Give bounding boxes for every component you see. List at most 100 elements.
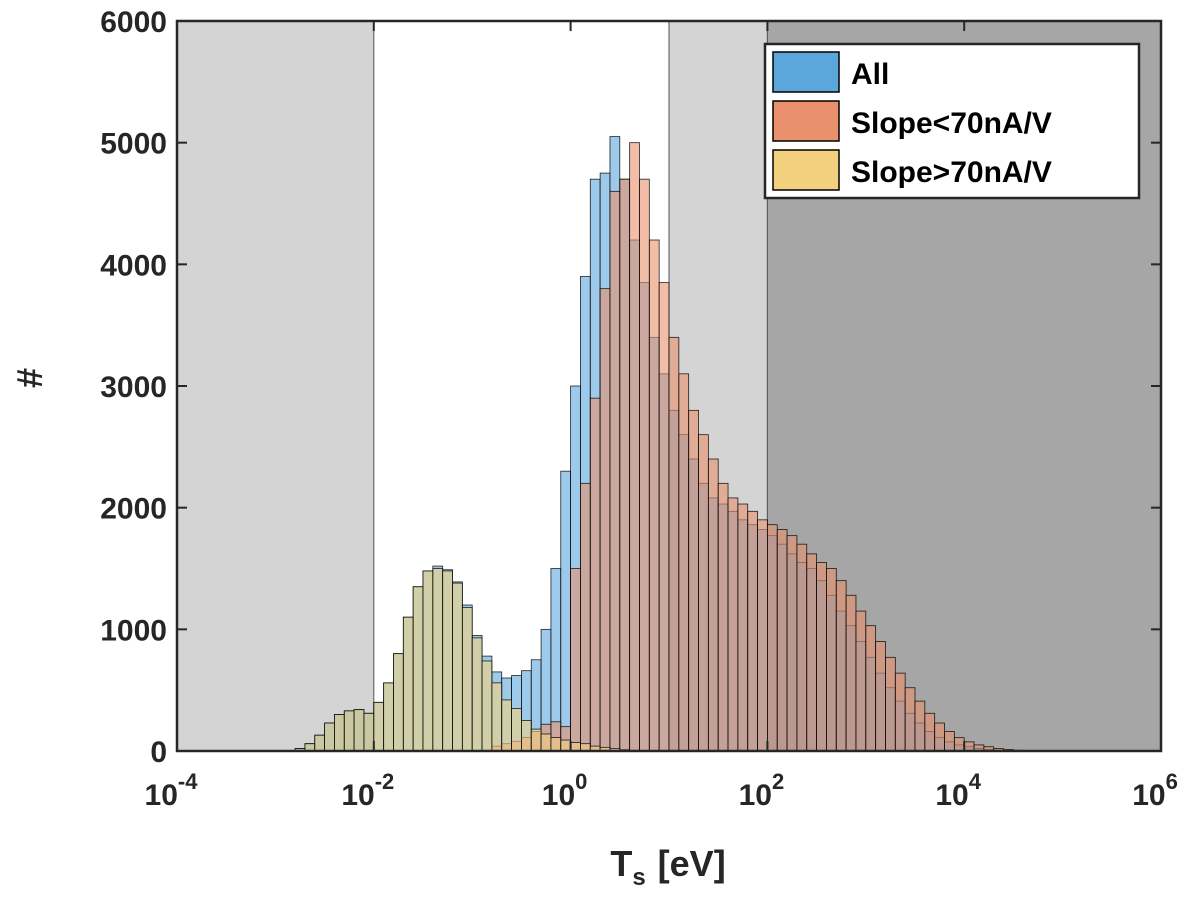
bar-slope-high-11 bbox=[402, 616, 414, 752]
x-tick-label-4: 104 bbox=[935, 769, 981, 812]
x-tick-label-2: 100 bbox=[542, 769, 588, 812]
bar-slope-high-22 bbox=[511, 708, 522, 752]
legend-swatch-slope-high bbox=[772, 149, 840, 191]
bar-slope-high-26 bbox=[550, 737, 562, 752]
bar-slope-high-9 bbox=[383, 682, 394, 752]
legend-swatch-slope-low bbox=[772, 100, 840, 142]
legend-label-all: All bbox=[851, 58, 889, 91]
bar-slope-high-23 bbox=[521, 720, 532, 752]
bar-all-27 bbox=[560, 470, 572, 752]
bar-slope-low-14 bbox=[629, 142, 640, 752]
axes bbox=[175, 19, 1163, 753]
y-axis-label: # bbox=[9, 368, 50, 388]
x-tick-exponent-2: 0 bbox=[575, 769, 587, 794]
bar-slope-high-5 bbox=[343, 710, 355, 752]
bar-slope-low-43 bbox=[914, 700, 926, 752]
bar-slope-high-7 bbox=[363, 712, 375, 752]
bar-slope-high-24 bbox=[530, 728, 542, 752]
bar-slope-high-20 bbox=[491, 682, 503, 752]
bar-slope-high-19 bbox=[481, 660, 493, 752]
bar-slope-high-17 bbox=[461, 607, 473, 752]
bar-slope-high-4 bbox=[334, 714, 345, 752]
bar-slope-low-26 bbox=[747, 510, 758, 752]
y-tick-label-3: 3000 bbox=[100, 371, 167, 404]
bar-slope-high-15 bbox=[442, 570, 453, 752]
bar-slope-low-45 bbox=[934, 722, 945, 752]
bar-slope-high-12 bbox=[412, 586, 424, 752]
legend-label-slope-low: Slope<70nA/V bbox=[851, 107, 1052, 140]
bar-slope-low-12 bbox=[609, 190, 621, 752]
x-tick-exponent-1: -2 bbox=[375, 769, 395, 794]
bar-slope-low-16 bbox=[648, 239, 660, 752]
bar-slope-low-42 bbox=[904, 687, 916, 752]
bar-slope-low-33 bbox=[816, 562, 827, 752]
bar-slope-low-44 bbox=[924, 712, 936, 752]
bar-slope-low-39 bbox=[875, 641, 886, 752]
legend-swatch-all bbox=[772, 51, 840, 93]
bar-slope-low-32 bbox=[806, 553, 818, 752]
x-tick-base-2: 10 bbox=[542, 779, 575, 812]
bar-slope-low-40 bbox=[885, 656, 896, 752]
bar-slope-low-8 bbox=[570, 568, 581, 752]
y-tick-label-0: 0 bbox=[150, 736, 167, 769]
bar-slope-low-25 bbox=[737, 503, 749, 752]
bar-slope-low-30 bbox=[786, 535, 798, 752]
x-axis-label-unit: [eV] bbox=[658, 843, 726, 884]
bar-slope-low-36 bbox=[845, 594, 857, 752]
bar-slope-low-9 bbox=[580, 482, 591, 752]
bar-slope-high-3 bbox=[324, 722, 335, 752]
bar-slope-high-21 bbox=[501, 699, 512, 752]
x-axis-label-main: T bbox=[610, 843, 632, 884]
x-tick-exponent-5: 6 bbox=[1166, 769, 1178, 794]
bar-slope-low-27 bbox=[757, 519, 768, 752]
bar-slope-low-17 bbox=[658, 282, 670, 752]
bar-slope-low-38 bbox=[865, 625, 877, 752]
bar-slope-low-34 bbox=[826, 568, 837, 752]
bar-slope-low-35 bbox=[835, 580, 847, 752]
bar-slope-high-10 bbox=[393, 653, 404, 752]
x-tick-label-5: 106 bbox=[1132, 769, 1178, 812]
bar-slope-low-28 bbox=[767, 524, 778, 752]
bar-slope-low-29 bbox=[776, 529, 788, 752]
bar-slope-high-18 bbox=[471, 637, 483, 752]
x-tick-base-3: 10 bbox=[739, 779, 772, 812]
x-tick-exponent-3: 2 bbox=[772, 769, 784, 794]
x-axis-label-subscript: s bbox=[632, 864, 645, 891]
x-tick-exponent-0: -4 bbox=[178, 769, 198, 794]
bar-slope-high-6 bbox=[353, 709, 365, 752]
x-tick-base-1: 10 bbox=[341, 779, 374, 812]
bar-slope-low-22 bbox=[707, 458, 719, 752]
bar-slope-low-21 bbox=[698, 434, 709, 752]
bar-slope-high-13 bbox=[422, 570, 434, 752]
x-tick-exponent-4: 4 bbox=[969, 769, 982, 794]
y-tick-label-4: 4000 bbox=[100, 249, 167, 282]
bar-slope-low-46 bbox=[944, 731, 955, 752]
bar-slope-low-31 bbox=[796, 543, 808, 752]
bar-slope-low-11 bbox=[599, 288, 611, 752]
x-tick-label-1: 10-2 bbox=[341, 769, 394, 812]
legend: All Slope<70nA/V Slope>70nA/V bbox=[763, 42, 1141, 200]
bar-slope-low-10 bbox=[589, 397, 601, 752]
legend-label-slope-high: Slope>70nA/V bbox=[851, 156, 1052, 189]
bar-slope-high-27 bbox=[560, 739, 572, 752]
bar-slope-low-13 bbox=[619, 178, 631, 752]
x-tick-base-5: 10 bbox=[1132, 779, 1165, 812]
bar-slope-high-28 bbox=[570, 742, 581, 752]
bar-slope-high-8 bbox=[373, 701, 385, 752]
x-tick-base-0: 10 bbox=[145, 779, 178, 812]
bar-slope-low-18 bbox=[668, 336, 680, 752]
bar-slope-low-24 bbox=[727, 497, 739, 752]
x-tick-label-0: 10-4 bbox=[145, 769, 199, 812]
shaded-region-0 bbox=[177, 21, 374, 751]
bar-slope-low-20 bbox=[688, 409, 699, 752]
x-axis-label: Ts [eV] bbox=[610, 843, 725, 891]
x-tick-label-3: 102 bbox=[739, 769, 785, 812]
x-tick-base-4: 10 bbox=[935, 779, 968, 812]
bar-slope-low-41 bbox=[894, 672, 906, 752]
bar-slope-high-16 bbox=[452, 582, 463, 752]
y-tick-label-1: 1000 bbox=[100, 614, 167, 647]
y-tick-label-6: 6000 bbox=[100, 6, 167, 39]
bar-slope-low-23 bbox=[717, 482, 729, 752]
